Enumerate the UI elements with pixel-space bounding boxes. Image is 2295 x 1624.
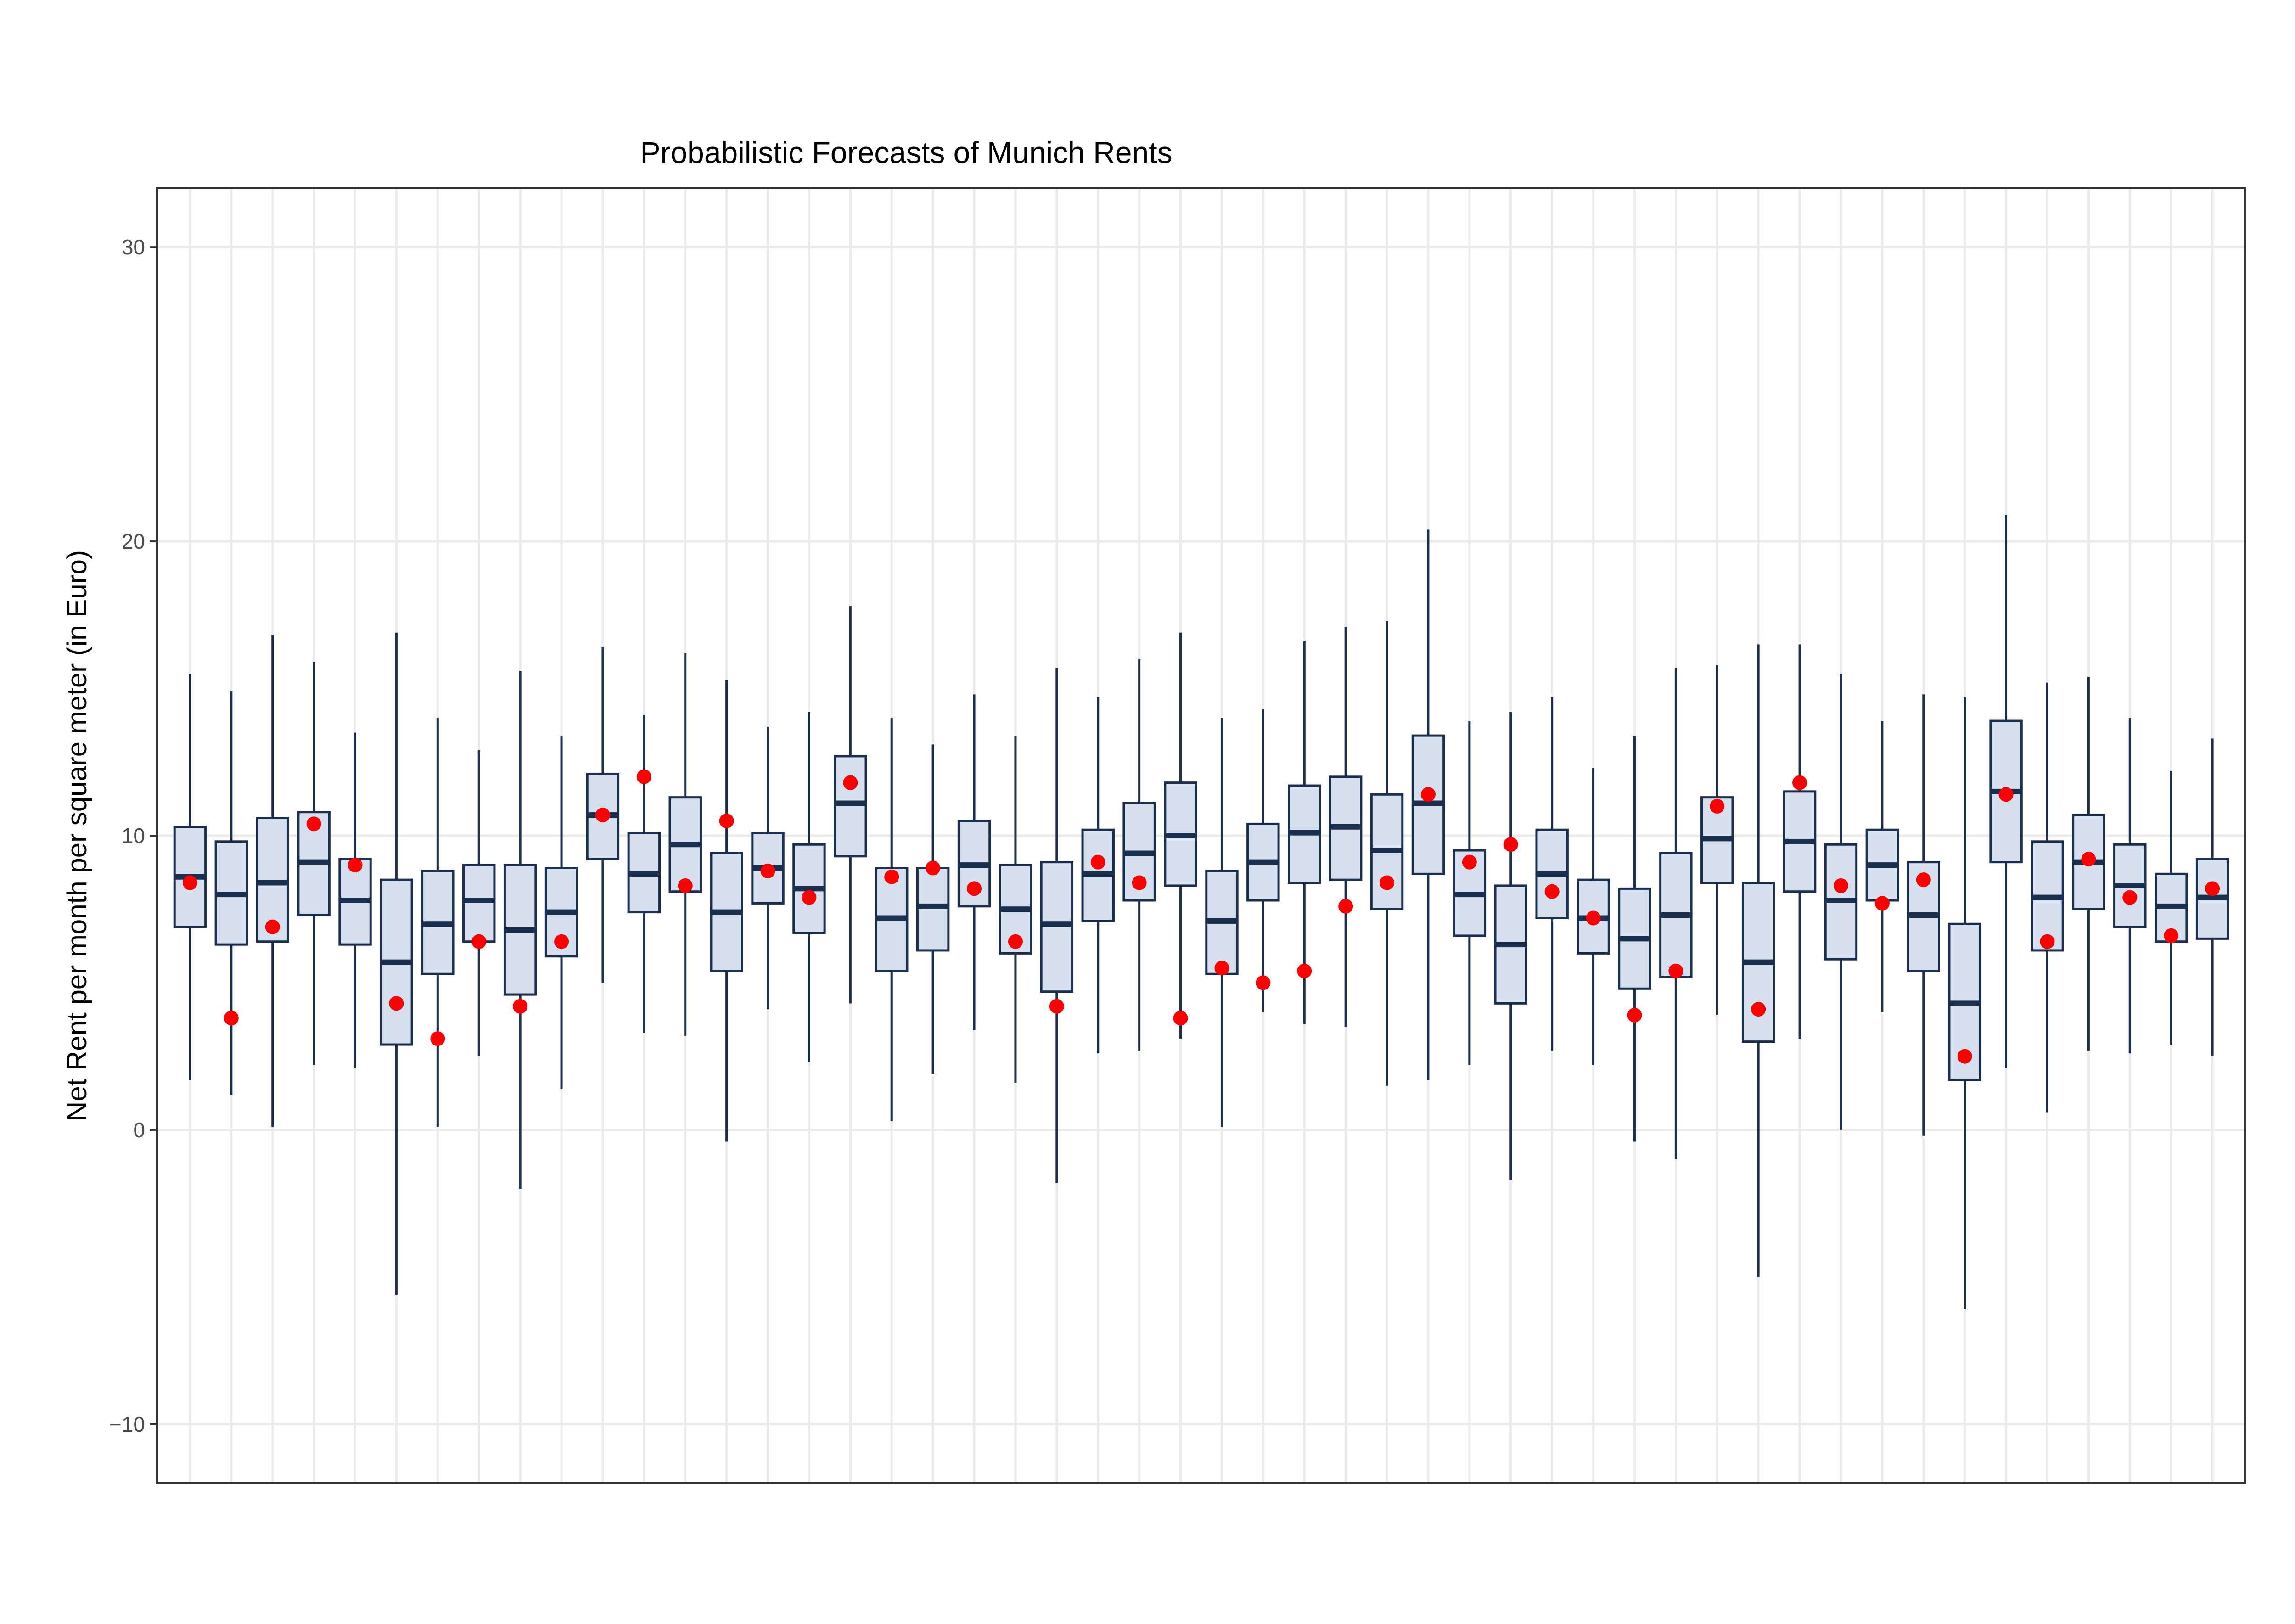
median-layer xyxy=(174,788,2228,1006)
observation-point xyxy=(1049,999,1064,1014)
y-tick-layer: −10 0 10 20 30 xyxy=(109,235,157,1436)
observation-point xyxy=(1792,775,1807,790)
observation-point xyxy=(2122,890,2138,905)
observation-point xyxy=(554,934,569,949)
observation-point xyxy=(471,934,487,949)
observation-point xyxy=(1338,899,1353,914)
y-tick-label: −10 xyxy=(109,1412,145,1436)
observation-point xyxy=(2081,852,2096,867)
observation-point xyxy=(182,875,197,890)
observation-point xyxy=(678,878,693,893)
observation-point xyxy=(1998,787,2014,802)
chart-title: Probabilistic Forecasts of Munich Rents xyxy=(640,135,1172,169)
observation-point xyxy=(1380,875,1395,890)
observation-point xyxy=(513,999,528,1014)
y-tick-label: 10 xyxy=(122,824,145,848)
observation-point xyxy=(1751,1002,1766,1017)
y-tick-label: 30 xyxy=(122,235,145,259)
observation-point xyxy=(1668,963,1683,978)
observation-point xyxy=(1256,975,1271,990)
box-iqr xyxy=(462,864,496,943)
box-iqr xyxy=(834,755,867,858)
observation-point xyxy=(1297,963,1312,978)
box-iqr xyxy=(916,867,950,952)
observation-point xyxy=(967,881,982,896)
observation-point xyxy=(636,769,651,784)
observation-point xyxy=(1090,854,1105,870)
observation-point xyxy=(306,816,321,832)
observation-point xyxy=(1833,878,1848,893)
observation-point xyxy=(224,1011,239,1026)
observation-point xyxy=(760,863,775,878)
observation-point xyxy=(1586,910,1601,926)
observation-point xyxy=(1874,896,1890,911)
observation-point xyxy=(430,1031,445,1046)
box-iqr xyxy=(1040,861,1074,993)
observation-point xyxy=(1008,934,1023,949)
observation-point xyxy=(265,919,280,934)
observation-point xyxy=(595,808,610,823)
observation-point xyxy=(1544,884,1560,899)
observation-point xyxy=(1627,1007,1642,1023)
observation-point xyxy=(719,813,734,828)
observation-point xyxy=(2205,881,2220,896)
observation-point xyxy=(802,890,817,905)
observation-point xyxy=(1173,1011,1188,1026)
observation-point xyxy=(2164,928,2179,943)
y-tick-label: 0 xyxy=(133,1118,145,1142)
observation-point xyxy=(1957,1049,1972,1064)
y-axis-label: Net Rent per month per square meter (in … xyxy=(62,550,92,1121)
observation-point xyxy=(1420,787,1436,802)
observation-point xyxy=(1710,798,1725,814)
observation-point xyxy=(926,860,941,876)
observation-point xyxy=(884,869,899,884)
observation-point xyxy=(843,775,858,790)
observation-point xyxy=(1462,854,1477,870)
observation-point xyxy=(1916,872,1931,888)
observation-point-layer xyxy=(182,769,2220,1064)
observation-point xyxy=(1214,961,1229,976)
observation-point xyxy=(348,858,363,873)
observation-point xyxy=(389,996,404,1011)
observation-point xyxy=(1132,875,1147,890)
observation-point xyxy=(1503,837,1518,852)
y-tick-label: 20 xyxy=(122,529,145,553)
observation-point xyxy=(2040,934,2055,949)
